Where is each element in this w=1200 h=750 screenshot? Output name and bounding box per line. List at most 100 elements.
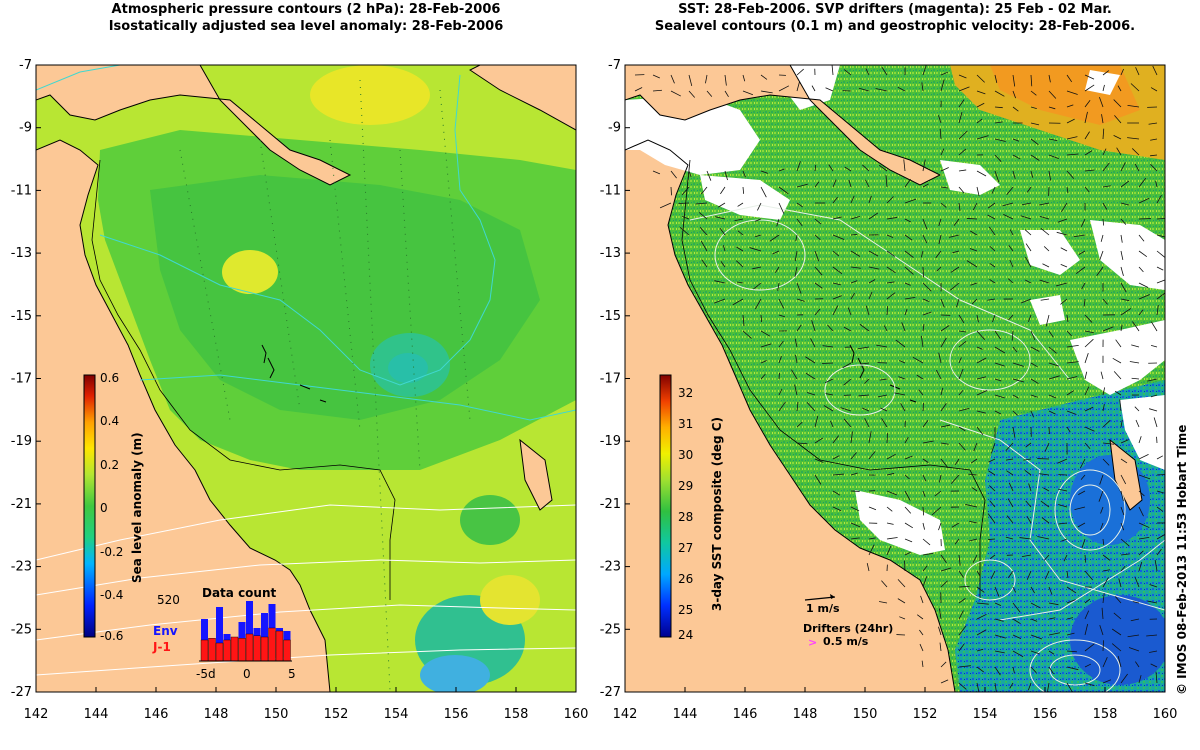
- velocity-arrow: [1138, 506, 1144, 517]
- velocity-arrow: [814, 266, 823, 276]
- velocity-arrow: [916, 374, 924, 380]
- velocity-arrow: [988, 538, 996, 540]
- velocity-arrow: [987, 202, 996, 209]
- velocity-arrow: [1084, 330, 1094, 334]
- velocity-arrow: [714, 280, 726, 284]
- right-xtick-label: 160: [1153, 707, 1178, 722]
- velocity-arrow: [796, 81, 800, 92]
- velocity-arrow: [828, 164, 834, 172]
- velocity-arrow: [1138, 234, 1145, 242]
- velocity-arrow: [736, 246, 744, 252]
- velocity-arrow: [940, 661, 947, 668]
- right-ytick-label: -19: [600, 434, 621, 449]
- velocity-arrow: [1030, 154, 1040, 161]
- velocity-arrow: [969, 538, 978, 542]
- velocity-arrow: [814, 308, 821, 316]
- velocity-arrow: [652, 74, 660, 79]
- velocity-arrow: [1084, 554, 1087, 563]
- velocity-arrow: [795, 354, 798, 364]
- velocity-arrow: [1030, 106, 1037, 110]
- velocity-arrow: [1084, 643, 1095, 652]
- velocity-arrow: [1150, 321, 1158, 332]
- data-count-histogram: Data count 520 Env J-1 -5d 0 5: [152, 586, 296, 681]
- velocity-arrow: [1043, 487, 1050, 492]
- velocity-arrow: [850, 215, 861, 220]
- left-ytick-label: -27: [11, 685, 32, 700]
- velocity-arrow: [1020, 298, 1032, 304]
- velocity-arrow: [1102, 387, 1106, 396]
- velocity-arrow: [940, 148, 945, 156]
- velocity-arrow: [796, 218, 803, 227]
- histogram-xtick-1: 0: [243, 667, 251, 681]
- velocity-arrow: [1120, 506, 1125, 516]
- velocity-arrow: [1048, 666, 1054, 675]
- velocity-arrow: [670, 74, 675, 84]
- histogram-title: Data count: [202, 586, 277, 600]
- velocity-arrow: [1079, 458, 1086, 469]
- velocity-arrow: [904, 522, 913, 529]
- velocity-arrow: [1048, 362, 1060, 367]
- right-vanuatu-islands: [849, 344, 917, 403]
- velocity-arrow: [976, 186, 980, 196]
- velocity-arrow: [1138, 561, 1143, 572]
- velocity-arrow: [940, 79, 945, 92]
- left-teal-eddy-core: [388, 353, 428, 383]
- velocity-arrow: [1114, 115, 1122, 124]
- left-pressure-contour-4: [36, 559, 576, 596]
- velocity-arrow: [1102, 70, 1110, 76]
- velocity-arrow: [1048, 74, 1051, 83]
- velocity-arrow: [922, 490, 926, 497]
- velocity-arrow: [1066, 90, 1078, 95]
- velocity-arrow: [922, 522, 925, 530]
- velocity-arrow: [832, 266, 843, 275]
- velocity-arrow: [850, 431, 853, 444]
- velocity-arrow: [1012, 602, 1021, 613]
- velocity-arrow: [714, 298, 726, 304]
- velocity-arrow: [1003, 214, 1014, 220]
- velocity-arrow: [866, 563, 870, 572]
- axis-labels: -7 -9 -11 -13 -15 -17 -19 -21 -23 -25 -27 142 144 146…: [11, 58, 1178, 722]
- velocity-arrow: [850, 266, 861, 269]
- velocity-arrow: [749, 247, 762, 252]
- velocity-arrow: [958, 186, 965, 194]
- velocity-arrow: [1021, 202, 1032, 206]
- velocity-arrow: [886, 250, 896, 257]
- velocity-arrow: [652, 89, 662, 92]
- velocity-arrow: [922, 419, 929, 428]
- histogram-j1-bar: [230, 636, 239, 662]
- velocity-arrow: [956, 298, 960, 308]
- velocity-arrow: [1058, 504, 1068, 508]
- velocity-arrow: [1063, 554, 1068, 562]
- velocity-arrow: [742, 186, 745, 194]
- velocity-arrow: [994, 346, 1006, 354]
- velocity-arrow: [976, 426, 984, 436]
- velocity-arrow: [1099, 96, 1104, 108]
- left-green-south: [460, 495, 520, 545]
- velocity-arrow: [904, 266, 914, 275]
- histogram-j1-bar: [245, 633, 254, 662]
- velocity-arrow: [1138, 177, 1147, 188]
- velocity-arrow: [938, 352, 942, 364]
- right-ytick-label: -21: [600, 497, 621, 512]
- velocity-arrow: [1030, 666, 1037, 674]
- velocity-arrow: [971, 298, 978, 305]
- right-xtick-label: 158: [1093, 707, 1118, 722]
- right-cbar-tick-0: 32: [678, 386, 693, 400]
- velocity-arrow: [1048, 346, 1057, 354]
- velocity-arrow: [968, 473, 978, 476]
- velocity-arrow: [904, 296, 916, 300]
- right-colorbar-ticks: 32 31 30 29 28 27 26 25 24: [678, 386, 693, 642]
- velocity-arrow: [1102, 403, 1105, 412]
- velocity-arrow: [1084, 663, 1092, 668]
- velocity-arrow: [1120, 308, 1132, 316]
- velocity-arrow: [1048, 586, 1053, 595]
- velocity-arrow: [796, 282, 802, 294]
- velocity-arrow: [1112, 357, 1122, 364]
- geostrophic-velocity-arrows: [634, 65, 1165, 692]
- right-xtick-label: 150: [853, 707, 878, 722]
- velocity-arrow: [1156, 266, 1164, 271]
- velocity-arrow: [670, 186, 672, 196]
- left-coast-line: [36, 139, 331, 692]
- left-ytick-label: -21: [11, 497, 32, 512]
- velocity-arrow: [760, 343, 772, 348]
